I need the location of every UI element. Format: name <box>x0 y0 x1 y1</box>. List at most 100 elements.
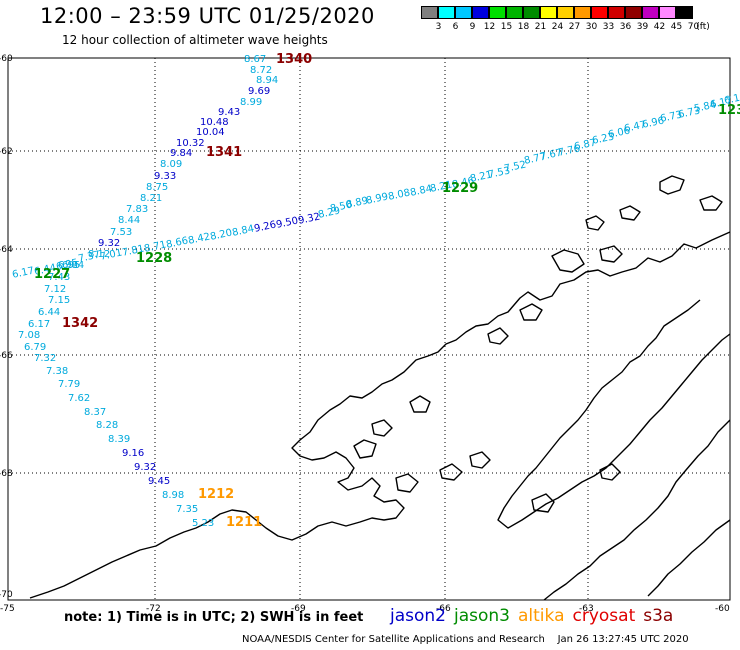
pass-time-label: 123 <box>718 103 740 118</box>
wave-height-value: 8.44 <box>118 215 140 226</box>
wave-height-value: 5.23 <box>192 518 214 529</box>
wave-height-value: 8.84 <box>231 223 255 238</box>
wave-height-value: 10.04 <box>196 127 225 138</box>
colorbar-tick-label: 33 <box>602 22 615 32</box>
wave-height-value: 9.16 <box>122 448 144 459</box>
colorbar-tick-label: 3 <box>435 22 442 32</box>
pass-time-label: 1212 <box>198 487 234 502</box>
wave-height-value: 8.72 <box>250 65 272 76</box>
peninsula-inner-coast <box>497 299 731 529</box>
coastline <box>29 175 731 601</box>
wave-height-value: 7.52 <box>503 159 527 174</box>
wave-height-value: 7.12 <box>44 284 66 295</box>
island-4 <box>551 249 585 273</box>
legend-entry-cryosat: cryosat <box>572 606 636 626</box>
map-subtitle: 12 hour collection of altimeter wave hei… <box>62 33 328 47</box>
wave-height-value: 6.95 <box>58 260 80 271</box>
wave-height-value: 6.84 <box>62 260 84 271</box>
lat-label-70: -70 <box>0 590 13 600</box>
east-coast <box>543 419 731 601</box>
colorbar-swatch <box>676 6 693 19</box>
pass-time-label: 1340 <box>276 52 312 67</box>
island-14 <box>599 463 621 481</box>
colorbar-swatch <box>489 6 506 19</box>
pass-time-label: 1342 <box>62 316 98 331</box>
map-title: 12:00 – 23:59 UTC 01/25/2020 <box>40 4 375 28</box>
colorbar-swatch <box>608 6 625 19</box>
colorbar-swatch <box>421 6 438 19</box>
wave-height-value: 9.26 <box>253 219 277 234</box>
colorbar-swatch <box>540 6 557 19</box>
pass-time-label: 1227 <box>34 267 70 282</box>
island-3 <box>585 215 605 231</box>
south-coast <box>647 519 731 597</box>
wave-height-value: 9.84 <box>170 148 192 159</box>
legend-entry-jason2: jason2 <box>390 606 446 626</box>
wave-height-value: 8.84 <box>409 183 433 198</box>
colorbar-swatch <box>472 6 489 19</box>
wave-height-value: 8.21 <box>140 193 162 204</box>
credit-line: NOAA/NESDIS Center for Satellite Applica… <box>242 634 689 645</box>
wave-height-value: 8.08 <box>387 187 411 202</box>
track-1228: 6.176.446.957.377.017.818.718.668.428.20… <box>11 93 740 281</box>
wave-height-value: 7.15 <box>48 295 70 306</box>
wave-height-value: 8.12 <box>88 249 110 260</box>
wave-height-value: 6.73 <box>659 109 683 124</box>
wave-height-value: 8.39 <box>108 434 130 445</box>
colorbar-swatch <box>591 6 608 19</box>
wave-height-value: 8.98 <box>162 490 184 501</box>
wave-height-value: 6.79 <box>24 342 46 353</box>
wave-height-value: 7.79 <box>58 379 80 390</box>
lat-label-66: -66 <box>0 351 13 361</box>
island-11 <box>439 463 463 481</box>
wave-height-value: 6.06 <box>607 125 631 140</box>
colorbar-tick-label: 70 <box>687 22 700 32</box>
wave-height-value: 7.32 <box>34 353 56 364</box>
wave-height-value: 6.44 <box>38 307 60 318</box>
colorbar-tick-label: 45 <box>670 22 683 32</box>
island-8 <box>409 395 431 413</box>
island-north <box>659 175 685 195</box>
legend-entry-jason3: jason3 <box>454 606 510 626</box>
colorbar-swatch <box>659 6 676 19</box>
lon-label-72: -72 <box>146 604 161 614</box>
wave-height-value: 9.32 <box>134 462 156 473</box>
wave-height-value: 7.53 <box>110 227 132 238</box>
wave-height-value: 8.71 <box>143 239 167 254</box>
wave-height-value: 6.96 <box>641 115 665 130</box>
wave-height-value: 8.46 <box>451 175 475 190</box>
colorbar-tick-label: 12 <box>483 22 496 32</box>
wave-height-value: 8.37 <box>84 407 106 418</box>
wave-height-value: 8.66 <box>165 235 189 250</box>
colorbar-tick-label: 39 <box>636 22 649 32</box>
lat-label-62: -62 <box>0 147 13 157</box>
wave-height-value: 10.48 <box>200 117 229 128</box>
graticule <box>8 58 730 600</box>
wave-height-value: 8.99 <box>240 97 262 108</box>
lon-label-75: -75 <box>0 604 15 614</box>
wave-height-value: 6.87 <box>573 137 597 152</box>
wave-height-value: 6.1 <box>723 93 740 107</box>
map-frame <box>7 57 731 601</box>
lon-label-60: -60 <box>715 604 730 614</box>
lat-label-68: -68 <box>0 469 13 479</box>
wave-height-value: 6.17 <box>11 265 35 280</box>
legend-entry-s3a: s3a <box>643 606 674 626</box>
colorbar-tick-label: 18 <box>517 22 530 32</box>
wave-height-value: 8.99 <box>365 191 389 206</box>
colorbar-swatch <box>642 6 659 19</box>
island-2 <box>619 205 641 221</box>
wave-height-value: 9.32 <box>98 238 120 249</box>
wave-height-value: 8.42 <box>187 231 211 246</box>
wave-height-value: 10.32 <box>176 138 205 149</box>
lon-label-63: -63 <box>579 604 594 614</box>
wave-height-value: 6.17 <box>28 319 50 330</box>
altimeter-tracks: 8.678.728.949.698.999.4310.4810.0410.329… <box>11 54 740 529</box>
footnote: note: 1) Time is in UTC; 2) SWH is in fe… <box>64 610 364 625</box>
wave-height-value: 9.50 <box>275 215 299 230</box>
colorbar-tick-label: 21 <box>534 22 547 32</box>
lat-label-64: -64 <box>0 245 13 255</box>
colorbar-tick-label: 24 <box>551 22 564 32</box>
wave-height-value: 9.32 <box>297 211 321 226</box>
